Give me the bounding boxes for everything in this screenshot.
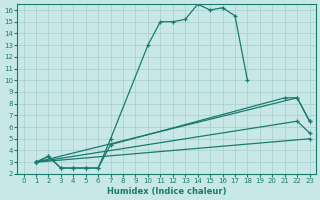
X-axis label: Humidex (Indice chaleur): Humidex (Indice chaleur): [107, 187, 226, 196]
